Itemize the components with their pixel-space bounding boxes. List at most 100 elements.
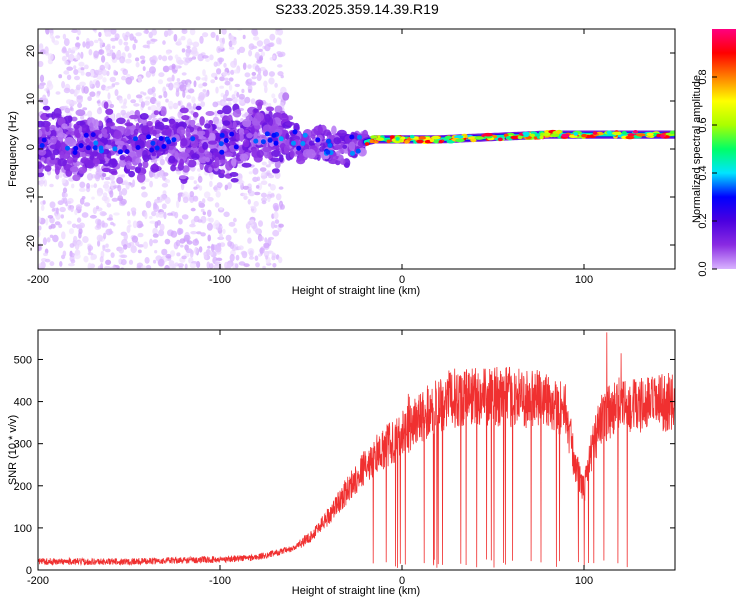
spectrogram-band-mark xyxy=(293,122,300,131)
spectrogram-band-mark xyxy=(302,149,313,158)
spectrogram-peak-mark xyxy=(296,145,302,151)
spectrogram-noise-mark xyxy=(241,88,245,94)
spectrogram-noise-mark xyxy=(180,35,186,41)
spectrogram-noise-mark xyxy=(216,68,222,75)
spectrogram-band-mark xyxy=(170,164,177,172)
spectrogram-noise-mark xyxy=(223,77,229,81)
spectrogram-noise-mark xyxy=(98,49,105,55)
spectrogram-noise-mark xyxy=(127,52,132,59)
spectrogram-noise-mark xyxy=(110,37,117,42)
spectrogram-tone-mark xyxy=(386,139,391,144)
spectrogram-noise-mark xyxy=(200,101,206,107)
snr-y-tick-label: 200 xyxy=(14,481,32,493)
spectrogram-noise-mark xyxy=(111,52,116,60)
spectrogram-y-label: Frequency (Hz) xyxy=(7,111,19,187)
spectrogram-band-mark xyxy=(108,158,118,168)
spectrogram-noise-mark xyxy=(96,165,100,173)
spectrogram-band-mark xyxy=(230,178,239,183)
spectrogram-noise-mark xyxy=(183,234,191,242)
spectrogram-noise-mark xyxy=(152,227,158,235)
spectrogram-noise-mark xyxy=(254,255,259,261)
spectrogram-noise-mark xyxy=(214,245,222,253)
spectrogram-noise-mark xyxy=(207,234,211,242)
colorbar: 0.0 0.2 0.4 0.6 0.8 Normalized spectral ampl… xyxy=(691,29,736,277)
spectrogram-noise-mark xyxy=(65,50,70,58)
spectrogram-peak-mark xyxy=(41,137,47,143)
spectrogram-noise-mark xyxy=(273,211,279,220)
spectrogram-noise-mark xyxy=(192,195,199,202)
spectrogram-band-mark xyxy=(163,125,170,130)
spectrogram-noise-mark xyxy=(177,192,182,199)
spectrogram-peak-mark xyxy=(73,145,79,151)
spectrogram-noise-mark xyxy=(159,223,165,231)
spectrogram-noise-mark xyxy=(278,186,284,190)
spectrogram-band-mark xyxy=(179,107,189,114)
spectrogram-noise-mark xyxy=(256,73,262,82)
spectrogram-noise-mark xyxy=(63,70,70,75)
snr-series-line xyxy=(38,332,675,568)
spectrogram-noise-mark xyxy=(143,29,149,34)
spectrogram-noise-mark xyxy=(125,182,130,190)
spectrogram-band-mark xyxy=(45,123,50,132)
spectrogram-y-tick-label: 20 xyxy=(25,45,37,57)
spectrogram-noise-mark xyxy=(205,58,210,62)
spectrogram-noise-mark xyxy=(243,263,250,268)
spectrogram-band-mark xyxy=(199,116,205,126)
spectrogram-noise-mark xyxy=(60,214,64,219)
spectrogram-noise-mark xyxy=(271,252,276,259)
spectrogram-noise-mark xyxy=(48,225,53,230)
spectrogram-marks xyxy=(38,29,675,269)
spectrogram-noise-mark xyxy=(45,29,50,35)
spectrogram-band-mark xyxy=(351,132,359,141)
spectrogram-band-mark xyxy=(154,121,165,131)
spectrogram-noise-mark xyxy=(104,176,111,181)
spectrogram-noise-mark xyxy=(154,250,158,254)
spectrogram-noise-mark xyxy=(158,258,165,267)
spectrogram-tone-mark xyxy=(404,140,410,144)
spectrogram-band-mark xyxy=(136,148,143,158)
spectrogram-peak-mark xyxy=(150,140,156,146)
spectrogram-noise-mark xyxy=(128,259,134,265)
spectrogram-noise-mark xyxy=(194,246,199,255)
spectrogram-band-mark xyxy=(204,123,211,129)
spectrogram-noise-mark xyxy=(98,106,102,111)
spectrogram-peak-mark xyxy=(264,131,270,137)
spectrogram-noise-mark xyxy=(69,88,75,95)
spectrogram-noise-mark xyxy=(49,234,54,238)
spectrogram-noise-mark xyxy=(228,84,233,91)
spectrogram-band-mark xyxy=(75,109,86,117)
spectrogram-noise-mark xyxy=(206,222,213,231)
spectrogram-noise-mark xyxy=(70,100,78,105)
spectrogram-noise-mark xyxy=(186,94,192,100)
spectrogram-noise-mark xyxy=(150,59,157,66)
spectrogram-band-mark xyxy=(168,155,176,164)
spectrogram-noise-mark xyxy=(133,103,140,107)
spectrogram-tone-mark xyxy=(370,135,378,139)
spectrogram-peak-mark xyxy=(233,144,239,150)
spectrogram-noise-mark xyxy=(181,79,187,85)
spectrogram-noise-mark xyxy=(110,266,117,269)
spectrogram-noise-mark xyxy=(259,55,264,62)
spectrogram-band-mark xyxy=(80,157,89,164)
spectrogram-noise-mark xyxy=(224,80,231,86)
spectrogram-noise-mark xyxy=(45,217,49,226)
spectrogram-noise-mark xyxy=(277,64,283,68)
spectrogram-noise-mark xyxy=(129,33,134,41)
spectrogram-noise-mark xyxy=(143,178,150,183)
spectrogram-noise-mark xyxy=(251,29,258,35)
spectrogram-noise-mark xyxy=(62,46,67,53)
spectrogram-noise-mark xyxy=(249,250,254,258)
spectrogram-peak-mark xyxy=(229,131,235,137)
spectrogram-noise-mark xyxy=(192,239,200,246)
spectrogram-noise-mark xyxy=(261,197,268,202)
spectrogram-tone-mark xyxy=(550,133,560,138)
spectrogram-peak-mark xyxy=(267,137,273,143)
spectrogram-noise-mark xyxy=(162,175,166,181)
spectrogram-noise-mark xyxy=(123,232,128,241)
colorbar-tick-label: 0.6 xyxy=(697,117,709,132)
spectrogram-noise-mark xyxy=(161,248,168,256)
spectrogram-peak-mark xyxy=(253,138,259,144)
spectrogram-noise-mark xyxy=(76,36,80,41)
spectrogram-peak-mark xyxy=(65,145,70,151)
spectrogram-noise-mark xyxy=(248,49,253,57)
